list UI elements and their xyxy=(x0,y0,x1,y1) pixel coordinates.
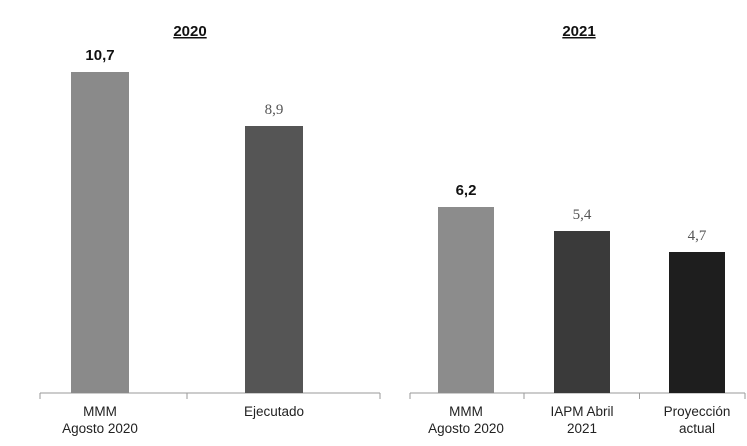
category-label: Proyección xyxy=(664,404,731,419)
data-label: 6,2 xyxy=(456,182,477,199)
data-label: 5,4 xyxy=(573,207,592,223)
data-label: 4,7 xyxy=(688,228,707,244)
category-label: MMM xyxy=(449,404,483,419)
data-label: 8,9 xyxy=(265,102,284,118)
category-label: 2021 xyxy=(567,421,597,436)
bar xyxy=(245,126,303,393)
panel-2020: 2020 10,7 MMM Agosto 2020 8,9 Ejecutado xyxy=(39,23,381,436)
bar xyxy=(669,252,725,393)
category-label: MMM xyxy=(83,404,117,419)
category-label: actual xyxy=(679,421,715,436)
data-label: 10,7 xyxy=(85,47,114,64)
bar xyxy=(71,72,129,393)
bar xyxy=(554,231,610,393)
panel-2021: 2021 6,2 MMM Agosto 2020 5,4 IAPM Abril 2021 4,… xyxy=(409,23,746,436)
category-label: IAPM Abril xyxy=(550,404,613,419)
category-label: Agosto 2020 xyxy=(428,421,504,436)
panel-title: 2021 xyxy=(562,23,595,40)
panel-title: 2020 xyxy=(173,23,206,40)
category-label: Ejecutado xyxy=(244,404,304,419)
category-label: Agosto 2020 xyxy=(62,421,138,436)
bar xyxy=(438,207,494,393)
